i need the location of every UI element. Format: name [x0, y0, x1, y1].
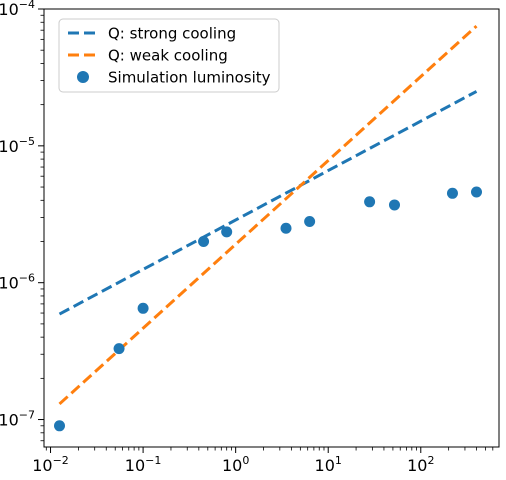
y-tick-label: 10−5	[0, 135, 35, 156]
data-point	[364, 196, 376, 208]
y-tick-label: 10−7	[0, 409, 35, 430]
plot-frame	[43, 8, 500, 448]
x-tick-label: 102	[407, 454, 434, 475]
x-tick-label: 100	[222, 454, 249, 475]
series-layer	[54, 24, 482, 432]
series-line-1	[58, 24, 478, 406]
data-point	[221, 226, 233, 238]
x-tick-label: 101	[315, 454, 342, 475]
legend-label: Q: weak cooling	[108, 47, 228, 65]
legend-label: Q: strong cooling	[108, 25, 236, 43]
legend-label: Simulation luminosity	[108, 69, 271, 87]
data-point	[280, 222, 292, 234]
x-tick-label: 10−2	[32, 454, 69, 475]
series-line-0	[58, 90, 478, 316]
data-point	[304, 216, 316, 227]
data-point	[113, 343, 125, 355]
y-tick-label: 10−6	[0, 272, 35, 293]
ticks-layer: 10−2 10−1 100 101 102 10−7 10−6 10−5 10−4	[0, 0, 494, 475]
data-point	[388, 199, 400, 211]
data-point	[54, 420, 65, 432]
y-tick-label: 10−4	[0, 0, 35, 19]
data-point	[446, 187, 458, 199]
legend-box	[58, 18, 280, 93]
legend: Q: strong cooling Q: weak cooling Simulati…	[58, 18, 280, 93]
data-point	[137, 302, 149, 314]
data-point	[471, 186, 482, 198]
data-point	[198, 236, 210, 247]
x-tick-label: 10−1	[125, 454, 162, 475]
legend-marker-swatch	[77, 71, 89, 83]
